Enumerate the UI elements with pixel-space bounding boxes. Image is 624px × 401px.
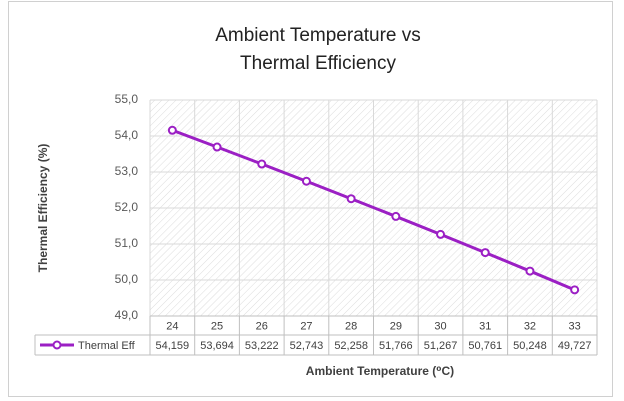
y-tick-label: 52,0 xyxy=(115,200,139,214)
y-tick-label: 53,0 xyxy=(115,164,139,178)
y-tick-label: 50,0 xyxy=(115,272,139,286)
data-table-value: 52,743 xyxy=(290,340,324,352)
data-table-value: 53,694 xyxy=(200,340,234,352)
data-point xyxy=(257,159,267,169)
x-tick-label: 29 xyxy=(390,320,402,332)
x-tick-label: 31 xyxy=(479,320,491,332)
x-axis-title: Ambient Temperature (⁰C) xyxy=(306,364,454,378)
data-point xyxy=(570,285,580,295)
data-point xyxy=(346,194,356,204)
y-axis-title: Thermal Efficiency (%) xyxy=(36,144,50,273)
data-point xyxy=(167,125,177,135)
series-line xyxy=(171,128,576,292)
x-tick-label: 25 xyxy=(211,320,223,332)
x-tick-label: 32 xyxy=(524,320,536,332)
data-table-value: 50,248 xyxy=(513,340,547,352)
data-point xyxy=(525,266,535,276)
x-tick-label: 33 xyxy=(569,320,581,332)
data-table-value: 52,258 xyxy=(334,340,368,352)
chart-title: Thermal Efficiency xyxy=(240,53,396,74)
data-point xyxy=(301,176,311,186)
x-tick-label: 28 xyxy=(345,320,357,332)
chart-title: Ambient Temperature vs xyxy=(215,25,421,46)
data-table-value: 51,267 xyxy=(424,340,458,352)
x-tick-label: 30 xyxy=(434,320,446,332)
data-point xyxy=(391,211,401,221)
legend-marker xyxy=(52,340,62,350)
y-tick-label: 49,0 xyxy=(115,308,139,322)
x-tick-label: 27 xyxy=(300,320,312,332)
data-table-value: 49,727 xyxy=(558,340,592,352)
y-tick-label: 54,0 xyxy=(115,128,139,142)
x-tick-label: 24 xyxy=(166,320,178,332)
data-table-value: 51,766 xyxy=(379,340,413,352)
data-table-value: 53,222 xyxy=(245,340,279,352)
x-tick-label: 26 xyxy=(256,320,268,332)
data-table-value: 50,761 xyxy=(468,340,502,352)
data-point xyxy=(436,229,446,239)
data-point xyxy=(480,248,490,258)
data-point xyxy=(212,142,222,152)
y-tick-label: 51,0 xyxy=(115,236,139,250)
y-tick-label: 55,0 xyxy=(115,92,139,106)
data-table-value: 54,159 xyxy=(156,340,190,352)
legend-label: Thermal Eff xyxy=(78,340,136,352)
